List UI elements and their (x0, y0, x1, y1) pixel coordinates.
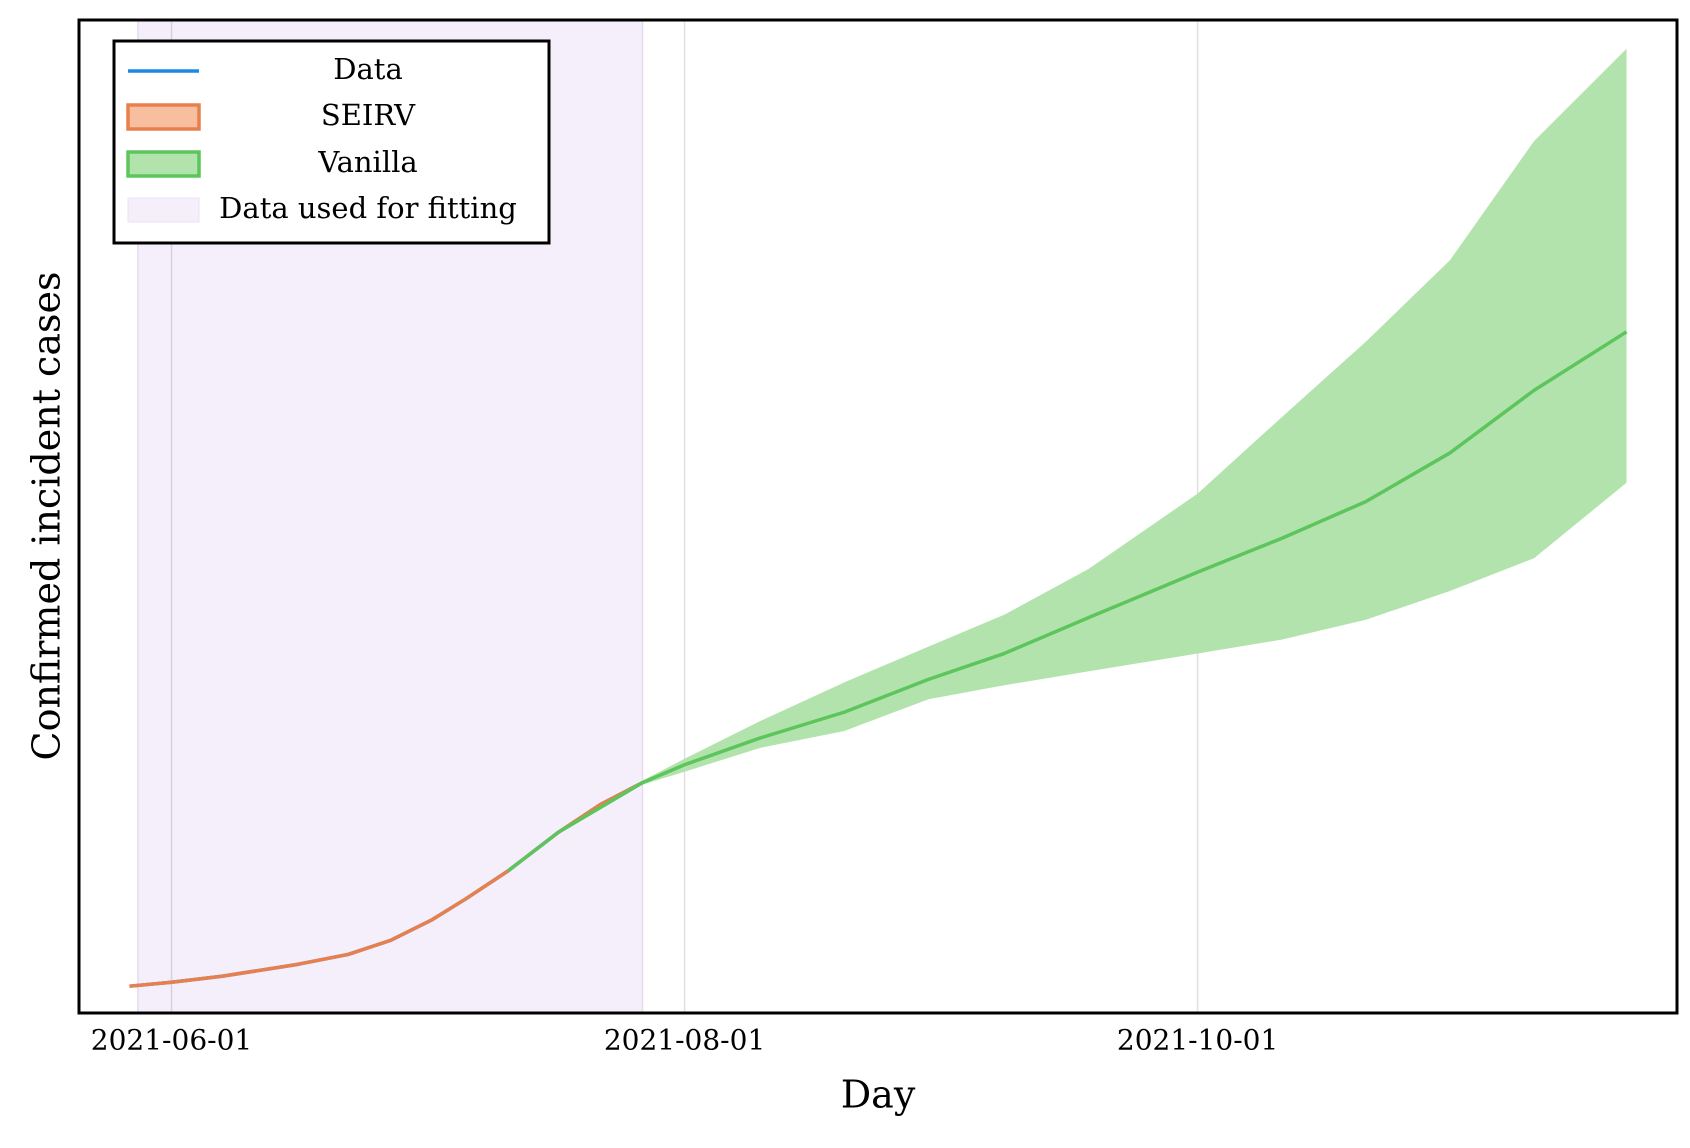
legend-swatch (126, 103, 201, 131)
legend-label: SEIRV (321, 98, 416, 132)
x-tick-label: 2021-06-01 (91, 1024, 252, 1057)
plot-frame (77, 18, 1679, 1015)
confidence-band (507, 48, 1627, 872)
legend: Data SEIRV Vanilla Data used for fitting (112, 39, 551, 245)
x-tick-label: 2021-10-01 (1117, 1024, 1278, 1057)
legend-label: Data (333, 52, 402, 86)
legend-label: Data used for fitting (219, 191, 517, 225)
legend-swatch (127, 197, 200, 223)
x-axis-label: Day (841, 1073, 916, 1117)
y-axis-label: Confirmed incident cases (25, 272, 69, 761)
x-tick-label: 2021-08-01 (604, 1024, 765, 1057)
legend-label: Vanilla (317, 145, 417, 179)
legend-swatch (126, 150, 201, 178)
series-line (506, 330, 1628, 873)
